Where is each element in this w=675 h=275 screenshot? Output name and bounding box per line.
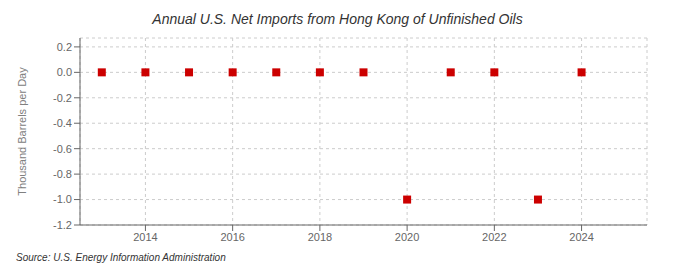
svg-text:2022: 2022 [482, 231, 506, 243]
svg-text:2020: 2020 [395, 231, 419, 243]
svg-text:2024: 2024 [569, 231, 593, 243]
html-text:Source: U.S. Energy Informatio: Source: U.S. Energy Information Administ… [16, 252, 226, 263]
svg-text:Thousand Barrels per Day: Thousand Barrels per Day [16, 67, 28, 196]
svg-text:-0.6: -0.6 [53, 143, 72, 155]
svg-text:2016: 2016 [220, 231, 244, 243]
svg-text:2014: 2014 [133, 231, 157, 243]
svg-text:0.0: 0.0 [57, 66, 72, 78]
svg-text:-1.0: -1.0 [53, 193, 72, 205]
html-text:Annual U.S. Net Imports from H: Annual U.S. Net Imports from Hong Kong o… [152, 11, 523, 27]
svg-text:-0.8: -0.8 [53, 168, 72, 180]
svg-text:-1.2: -1.2 [53, 219, 72, 231]
svg-text:2018: 2018 [308, 231, 332, 243]
svg-text:-0.2: -0.2 [53, 92, 72, 104]
svg-text:0.2: 0.2 [57, 41, 72, 53]
svg-text:-0.4: -0.4 [53, 117, 72, 129]
